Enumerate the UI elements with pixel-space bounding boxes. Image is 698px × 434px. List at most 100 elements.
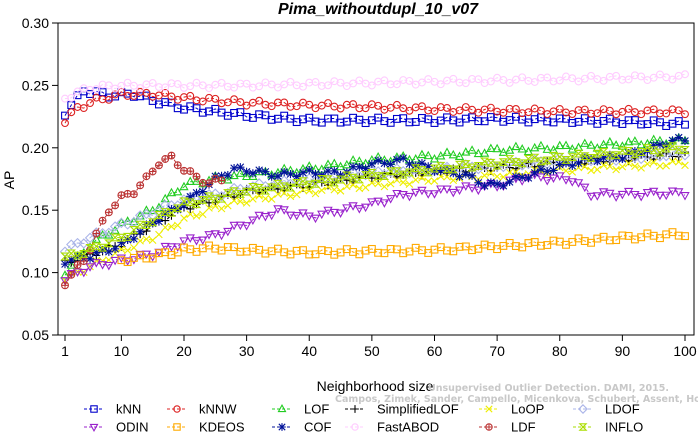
data-point [267,172,276,181]
data-point [155,230,163,239]
data-point [492,143,502,153]
data-point [136,227,145,236]
data-point [323,206,333,216]
data-point [618,162,627,171]
data-point [67,108,76,117]
data-point [636,148,646,156]
data-point [656,162,664,170]
data-point [598,188,609,197]
data-point [109,221,121,232]
data-point [79,249,89,258]
data-point [511,172,520,181]
data-point [317,118,326,127]
series-inflo [60,142,690,261]
data-point [374,156,383,165]
legend-label: COF [304,420,332,434]
data-point [555,76,564,85]
data-point [210,230,220,239]
data-point [474,244,483,253]
data-point [336,170,345,180]
data-point [148,79,157,87]
x-axis-label: Neighborhood size [317,378,434,394]
data-point [618,107,627,116]
data-point [148,236,157,245]
data-point [330,114,339,123]
data-point [349,162,358,171]
legend-marker [277,404,287,413]
data-point [198,81,207,90]
data-point [624,149,633,158]
data-point [586,192,596,202]
data-point [573,142,584,152]
data-point [361,183,370,192]
data-point [192,104,201,113]
legend-label: INFLO [605,420,643,434]
legend-item-kdeos: KDEOS [167,420,245,434]
data-point [186,82,195,91]
data-point [348,202,358,211]
data-point [329,208,339,218]
data-point [254,183,264,192]
data-point [117,81,126,90]
data-point [467,171,477,180]
data-point [229,221,239,231]
data-point [104,247,113,256]
data-point [517,159,527,168]
data-point [104,95,113,104]
data-point [624,159,633,168]
data-point [637,149,646,158]
data-point [117,238,126,247]
data-point [117,245,126,253]
data-point [223,227,233,237]
data-point [342,159,352,169]
data-point [324,99,332,107]
data-point [348,155,358,164]
data-point [561,156,571,164]
legend-item-fastabod: FastABOD [345,420,439,434]
data-point-cross [111,201,119,209]
data-point [260,213,271,222]
data-point [410,164,421,173]
data-point [166,208,177,217]
data-point [411,161,420,170]
data-point [279,182,289,191]
data-point [561,140,571,149]
data-point [599,76,608,85]
data-point [361,104,370,113]
chart-title: Pima_withoutdupl_10_v07 [278,1,479,18]
data-point [649,187,659,197]
data-point [405,180,414,188]
data-point [198,210,207,219]
data-point [110,256,120,266]
data-point [642,189,653,198]
series-kdeos [117,228,689,267]
data-point [492,161,502,170]
data-point [67,93,76,102]
data-point [436,80,445,89]
data-point [261,194,270,203]
data-point [636,192,646,202]
data-point [442,185,452,195]
data-point [580,138,590,147]
legend-marker [485,405,493,413]
data-point [67,255,76,264]
data-point [298,168,308,177]
data-point [612,236,621,245]
data-point [173,95,182,104]
data-point [179,197,189,206]
data-point [568,74,577,83]
data-point [211,94,220,103]
data-point [305,100,314,109]
data-point [543,110,552,119]
data-point [129,216,139,226]
data-point [673,146,684,158]
data-point [254,211,264,221]
data-point [224,201,232,210]
data-point [493,179,502,188]
data-point [173,248,182,257]
data-point-cross [211,175,219,183]
data-point [122,257,133,266]
data-point [192,188,201,197]
data-point [117,87,126,96]
data-point [236,163,245,172]
